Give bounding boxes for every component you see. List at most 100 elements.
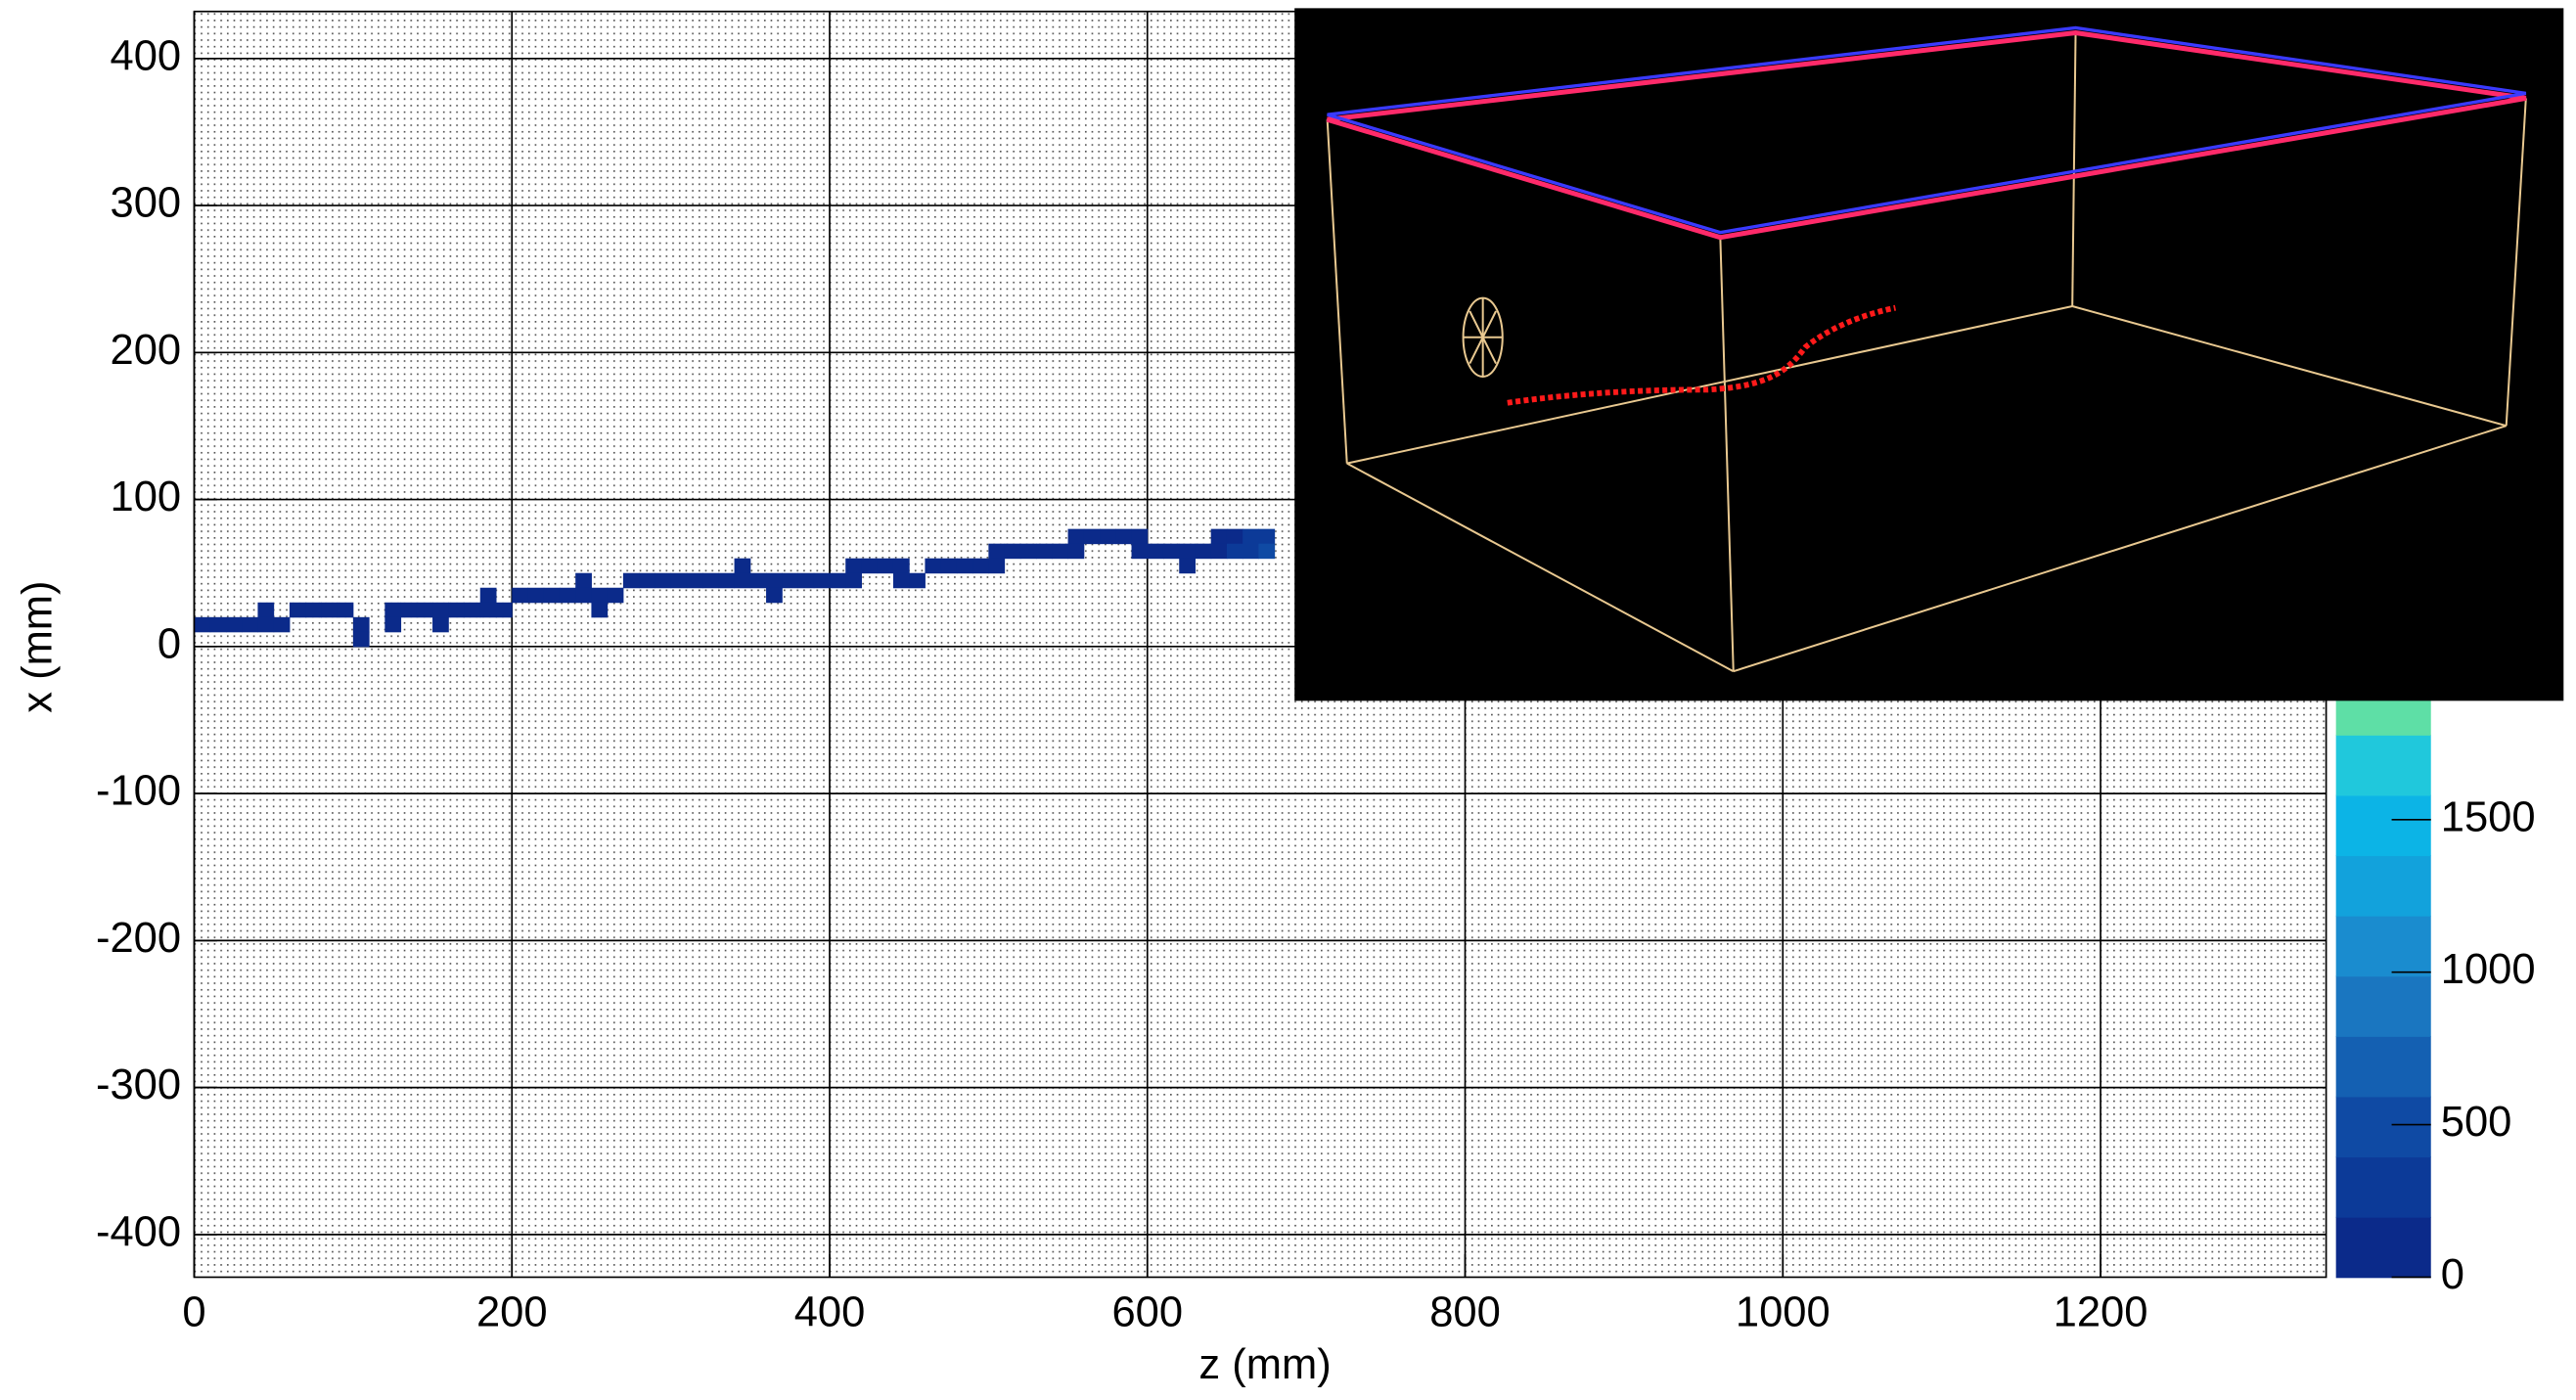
cell [1068,544,1085,560]
cell [305,603,322,618]
cell [417,603,433,618]
cell [1052,544,1068,560]
cell [575,588,592,604]
event-display-inset [1294,8,2563,700]
cell [878,559,894,574]
cell [1084,529,1101,545]
cell [575,573,592,589]
cell [1227,544,1243,560]
cell [338,603,354,618]
cell [608,588,624,604]
colorbar-tick-label: 500 [2441,1099,2512,1146]
cell [544,588,561,604]
y-tick-label: 0 [158,620,181,667]
cell [1179,559,1196,574]
y-tick-label: -400 [96,1208,181,1255]
cell [735,559,751,574]
cell [766,573,783,589]
cell [671,573,688,589]
cell [591,603,608,618]
cell [1227,529,1243,545]
colorbar-band [2336,1097,2431,1157]
cell [782,573,798,589]
cell [988,544,1005,560]
cell [401,603,418,618]
cell [893,559,910,574]
colorbar-tick-label: 1500 [2441,793,2536,840]
cell [766,588,783,604]
cell [465,603,481,618]
x-tick-label: 800 [1429,1288,1501,1335]
cell [560,588,576,604]
cell [941,559,958,574]
cell [384,603,401,618]
colorbar-tick-label: 1000 [2441,946,2536,993]
x-tick-label: 200 [476,1288,548,1335]
y-tick-label: -300 [96,1061,181,1108]
cell [194,617,210,633]
cell [814,573,831,589]
cell [480,588,497,604]
cell [1211,529,1228,545]
y-axis-label: x (mm) [15,580,62,712]
cell [1132,544,1149,560]
colorbar-band [2336,795,2431,856]
y-tick-label: 300 [111,180,182,227]
cell [448,603,465,618]
cell [1132,529,1149,545]
cell [1195,544,1211,560]
cell [353,632,370,648]
x-axis-label: z (mm) [1198,1341,1331,1388]
colorbar-tick-label: 0 [2441,1251,2464,1298]
cell [1258,529,1275,545]
cell [1258,544,1275,560]
cell [1211,544,1228,560]
colorbar-band [2336,1036,2431,1097]
cell [1148,544,1164,560]
cell [623,573,640,589]
y-tick-label: 400 [111,32,182,79]
cell [957,559,973,574]
cell [384,617,401,633]
cell [321,603,338,618]
chart: z (mm) x (mm) 050010001500 0200400600800… [0,0,2576,1400]
colorbar-band [2336,916,2431,976]
x-tick-label: 600 [1111,1288,1183,1335]
cell [845,573,862,589]
colorbar-band [2336,735,2431,795]
cell [290,603,306,618]
page: z (mm) x (mm) 050010001500 0200400600800… [0,0,2576,1400]
cell [718,573,735,589]
cell [257,603,274,618]
cell [830,573,846,589]
cell [1163,544,1180,560]
cell [655,573,671,589]
cell [861,559,878,574]
colorbar-band [2336,855,2431,916]
cell [702,573,719,589]
x-tick-label: 400 [794,1288,866,1335]
cell [512,588,528,604]
cell [480,603,497,618]
cell [988,559,1005,574]
cell [527,588,544,604]
cell [750,573,767,589]
x-tick-label: 0 [182,1288,205,1335]
cell [1243,544,1259,560]
y-tick-label: 100 [111,474,182,520]
cell [242,617,258,633]
cell [353,617,370,633]
x-tick-label: 1000 [1736,1288,1830,1335]
cell [1020,544,1037,560]
cell [845,559,862,574]
cell [1179,544,1196,560]
cell [432,603,449,618]
cell [893,573,910,589]
cell [639,573,655,589]
cell [972,559,989,574]
y-tick-label: -200 [96,915,181,962]
cell [1005,544,1021,560]
cell [226,617,243,633]
colorbar-band [2336,1217,2431,1278]
cell [925,559,941,574]
